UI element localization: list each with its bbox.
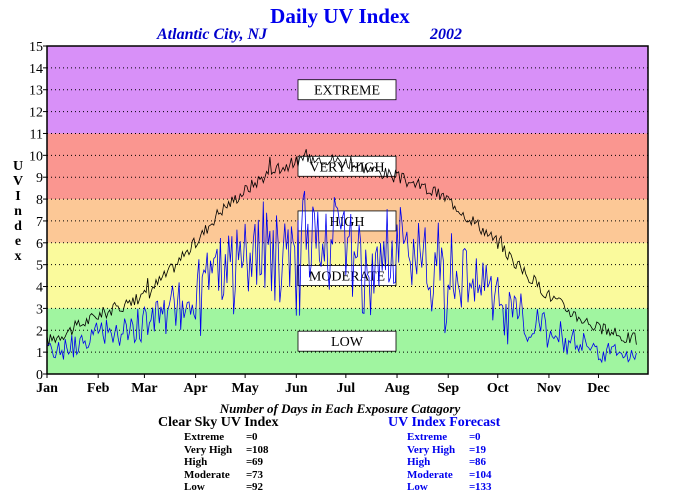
- y-tick-label: 7: [36, 215, 43, 230]
- x-tick-label: Dec: [587, 381, 610, 396]
- x-tick-label: Oct: [487, 381, 509, 396]
- y-tick-label: 1: [36, 346, 43, 361]
- x-tick-label: Feb: [87, 381, 110, 396]
- y-tick-label: 9: [36, 171, 43, 186]
- series-line-forecast: [46, 190, 637, 364]
- y-tick-label: 15: [29, 40, 43, 55]
- band-label-box: [297, 79, 397, 101]
- table-row: High =86: [407, 456, 486, 468]
- table-row: Very High =19: [407, 443, 486, 456]
- forecast-table-title: UV Index Forecast: [388, 415, 501, 430]
- plot-frame: [46, 45, 649, 375]
- band-label-box: [297, 330, 397, 352]
- table-row: Moderate =73: [184, 468, 263, 481]
- table-row: Extreme =0: [407, 431, 481, 443]
- x-tick-label: Mar: [131, 381, 157, 396]
- series-line-clear-sky: [46, 149, 637, 347]
- y-tick-label: 10: [29, 149, 43, 164]
- x-tick-label: Jun: [285, 381, 308, 396]
- x-tick-label: Nov: [537, 381, 561, 396]
- y-tick-label: 12: [29, 106, 43, 121]
- summary-title: Number of Days in Each Exposure Catagory: [219, 401, 461, 416]
- x-tick-label: Sep: [437, 381, 459, 396]
- table-row: High =69: [184, 456, 263, 468]
- table-row: Moderate =104: [407, 468, 492, 481]
- band-label: EXTREME: [314, 84, 380, 99]
- x-tick-label: Aug: [385, 381, 410, 396]
- x-tick-label: May: [232, 381, 259, 396]
- y-tick-label: 4: [36, 281, 43, 296]
- band-label: LOW: [331, 335, 364, 350]
- y-tick-label: 14: [29, 62, 43, 77]
- y-tick-label: 0: [36, 368, 43, 383]
- y-tick-label: 6: [36, 237, 43, 252]
- y-tick-label: 8: [36, 193, 43, 208]
- x-tick-label: Jul: [337, 381, 356, 396]
- table-row: Low =133: [407, 481, 492, 493]
- year-label: 2002: [430, 26, 462, 43]
- y-tick-label: 13: [29, 84, 43, 99]
- clear-sky-table: Clear Sky UV Index Extreme =0 Very High =1…: [158, 415, 278, 494]
- y-tick-label: 3: [36, 302, 43, 317]
- clear-sky-table-title: Clear Sky UV Index: [158, 415, 279, 430]
- table-row: Very High =108: [184, 443, 269, 456]
- y-tick-label: 2: [36, 324, 43, 339]
- chart-title: Daily UV Index: [270, 4, 410, 28]
- table-row: Extreme =0: [184, 431, 258, 443]
- x-tick-label: Jan: [36, 381, 58, 396]
- y-tick-label: 11: [30, 127, 43, 142]
- location-label: Atlantic City, NJ: [157, 26, 268, 43]
- band-label: HIGH: [330, 215, 365, 230]
- forecast-table: UV Index Forecast Extreme =0 Very High =19…: [388, 415, 500, 494]
- x-tick-label: Apr: [184, 381, 208, 396]
- table-row: Low =92: [184, 481, 263, 493]
- y-tick-label: 5: [36, 259, 43, 274]
